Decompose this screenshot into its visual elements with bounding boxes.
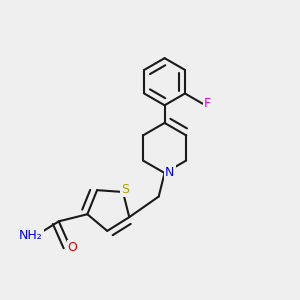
Text: S: S [121,182,129,196]
Text: F: F [204,97,211,110]
Text: N: N [165,166,175,179]
Text: NH₂: NH₂ [19,229,43,242]
Text: O: O [68,242,77,254]
